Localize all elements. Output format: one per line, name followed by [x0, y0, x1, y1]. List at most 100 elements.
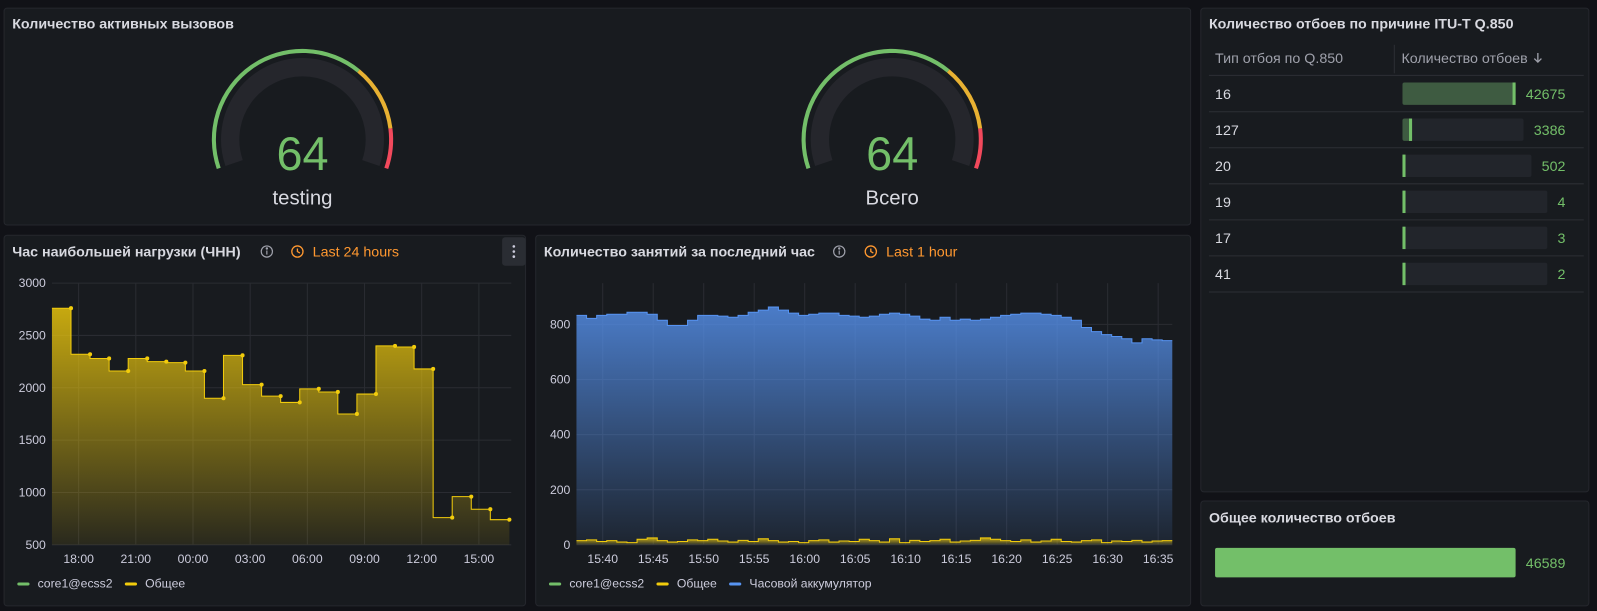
x-tick-label: 16:05 [840, 552, 871, 566]
panel-active-calls [3, 7, 1192, 226]
panel-title: Количество занятий за последний час [544, 245, 815, 261]
gauge-threshold [946, 69, 983, 129]
cell-value: 3386 [1534, 123, 1566, 139]
column-header[interactable]: Количество отбоев [1401, 51, 1527, 67]
info-icon[interactable] [260, 245, 274, 258]
x-tick-label: 15:55 [739, 552, 770, 566]
data-point [183, 360, 188, 365]
cell-text: 127 [1215, 123, 1239, 139]
bar-fill [1402, 82, 1516, 105]
cell-text: 19 [1215, 195, 1231, 211]
x-tick-label: 16:00 [789, 552, 820, 566]
data-point [488, 507, 493, 512]
series-line [51, 307, 510, 521]
x-tick-label: 16:25 [1042, 552, 1073, 566]
data-point [450, 515, 455, 520]
bar-edge [1402, 190, 1406, 214]
bar-background [1402, 226, 1548, 250]
x-tick-label: 16:35 [1143, 552, 1174, 566]
x-tick-label: 09:00 [349, 552, 380, 566]
gauge-threshold [801, 48, 950, 170]
data-point [431, 366, 436, 371]
data-point [164, 359, 169, 364]
x-tick-label: 18:00 [63, 552, 94, 566]
x-tick-label: 06:00 [292, 552, 323, 566]
data-point [412, 344, 417, 349]
legend-label[interactable]: core1@ecss2 [569, 577, 644, 591]
stat-value: 46589 [1526, 556, 1566, 572]
data-point [240, 353, 245, 358]
y-tick-label: 2500 [19, 329, 46, 343]
y-tick-label: 400 [550, 428, 571, 442]
data-point [202, 368, 207, 374]
series-line [576, 537, 1173, 544]
x-tick-label: 16:30 [1092, 552, 1123, 566]
x-tick-label: 15:50 [688, 552, 719, 566]
cell-value: 502 [1542, 159, 1566, 175]
legend-swatch [548, 582, 562, 586]
bar-background [1402, 190, 1548, 214]
data-point [392, 343, 398, 348]
data-point [507, 517, 512, 522]
clock-icon [864, 245, 878, 258]
x-tick-label: 15:00 [464, 552, 495, 566]
bar-background [1402, 82, 1516, 105]
y-tick-label: 800 [550, 317, 571, 331]
x-tick-label: 00:00 [178, 552, 209, 566]
column-header[interactable]: Тип отбоя по Q.850 [1215, 51, 1343, 67]
area-fill [576, 307, 1173, 545]
x-tick-label: 16:20 [991, 552, 1022, 566]
y-tick-label: 500 [25, 538, 46, 552]
y-tick-label: 200 [550, 483, 571, 497]
time-range[interactable]: Last 24 hours [313, 245, 399, 261]
data-point [297, 400, 302, 405]
x-tick-label: 12:00 [406, 552, 437, 566]
legend-swatch [17, 582, 30, 586]
data-point [278, 394, 283, 399]
cell-value: 3 [1557, 231, 1565, 247]
cell-value: 2 [1557, 267, 1565, 283]
legend-label[interactable]: Общее [145, 577, 185, 591]
data-point [469, 494, 474, 499]
y-tick-label: 600 [550, 373, 571, 387]
legend-swatch [656, 582, 669, 586]
gauge-track [221, 58, 384, 167]
data-point [126, 368, 131, 374]
data-point [335, 389, 340, 395]
x-tick-label: 16:10 [890, 552, 921, 566]
bar-edge [1402, 226, 1406, 250]
bar-edge [1409, 118, 1413, 141]
data-point [373, 392, 378, 397]
panel-title: Час наибольшей нагрузки (ЧНН) [12, 245, 241, 261]
legend-swatch [729, 582, 742, 586]
cell-text: 20 [1215, 159, 1231, 175]
legend-label[interactable]: Часовой аккумулятор [749, 577, 871, 591]
area-fill [51, 308, 510, 545]
gauge-value: 64 [276, 128, 328, 180]
legend-label[interactable]: core1@ecss2 [38, 577, 113, 591]
data-point [145, 356, 150, 361]
bar-edge [1512, 82, 1516, 105]
time-range[interactable]: Last 1 hour [886, 245, 958, 261]
bar-edge [1402, 262, 1406, 286]
area-fill [576, 537, 1173, 545]
data-point [68, 306, 74, 311]
series-line [576, 306, 1173, 344]
panel-causes-table [1200, 7, 1590, 493]
data-point [107, 356, 112, 361]
gauge-threshold [211, 48, 360, 170]
x-tick-label: 16:15 [941, 552, 972, 566]
info-icon[interactable] [833, 245, 846, 258]
panel-title: Общее количество отбоев [1209, 510, 1396, 526]
panel-title: Количество отбоев по причине ITU-T Q.850 [1209, 17, 1514, 33]
data-point [221, 396, 226, 401]
cell-value: 4 [1557, 195, 1565, 211]
legend-label[interactable]: Общее [677, 577, 717, 591]
panel-menu-button[interactable] [502, 237, 526, 266]
gauge-threshold [357, 69, 393, 129]
sort-icon[interactable] [1533, 52, 1542, 64]
gauge-label: Всего [866, 188, 919, 210]
clock-icon [291, 245, 304, 258]
y-tick-label: 3000 [19, 276, 46, 290]
